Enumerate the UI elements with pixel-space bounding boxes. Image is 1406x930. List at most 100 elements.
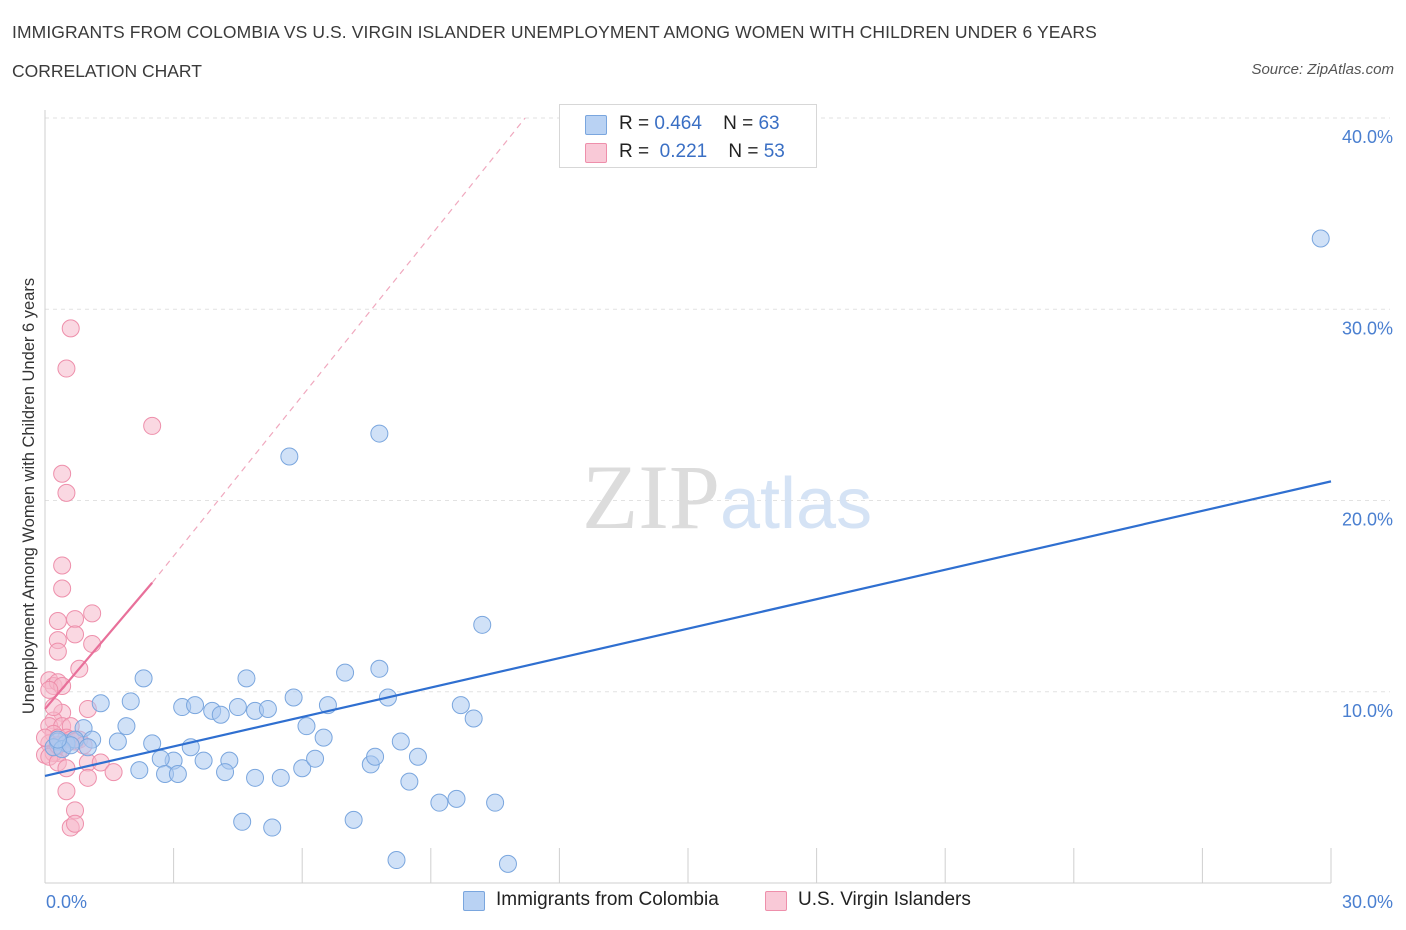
point-colombia <box>228 698 247 717</box>
point-colombia <box>263 818 282 837</box>
point-virgin-islanders <box>57 483 76 502</box>
legend-swatch-colombia <box>463 891 485 911</box>
point-colombia <box>400 772 419 791</box>
legend-n-value-colombia: 63 <box>758 113 780 134</box>
point-colombia <box>78 738 97 757</box>
legend-n-label: N = <box>723 113 754 134</box>
chart-subtitle: CORRELATION CHART <box>12 61 202 81</box>
point-virgin-islanders <box>48 611 67 630</box>
watermark-atlas: atlas <box>720 464 872 544</box>
y-tick-label: 30.0% <box>1342 318 1393 338</box>
x-tick-label: 0.0% <box>46 892 87 912</box>
point-colombia <box>297 717 316 736</box>
point-virgin-islanders <box>66 625 85 644</box>
point-colombia <box>237 669 256 688</box>
legend-swatch-virgin-islanders <box>765 891 787 911</box>
x-axis-tick-labels: 0.0% 30.0% <box>46 892 1393 912</box>
point-colombia <box>336 663 355 682</box>
point-virgin-islanders <box>40 680 59 699</box>
point-virgin-islanders <box>66 814 85 833</box>
y-axis-tick-labels: 10.0% 20.0% 30.0% 40.0% <box>1342 127 1393 721</box>
legend-swatch-virgin-islanders <box>585 143 607 163</box>
point-colombia <box>91 694 110 713</box>
point-colombia <box>121 692 140 711</box>
point-colombia <box>284 688 303 707</box>
point-colombia <box>151 749 170 768</box>
point-virgin-islanders <box>83 604 102 623</box>
legend-n-value-virgin-islanders: 53 <box>763 141 785 162</box>
point-virgin-islanders <box>48 642 67 661</box>
point-colombia <box>366 747 385 766</box>
point-colombia <box>211 705 230 724</box>
data-points <box>36 229 1330 873</box>
point-virgin-islanders <box>57 359 76 378</box>
point-colombia <box>168 764 187 783</box>
point-colombia <box>314 728 333 747</box>
y-axis-label: Unemployment Among Women with Children U… <box>20 278 38 714</box>
point-virgin-islanders <box>57 759 76 778</box>
y-tick-label: 10.0% <box>1342 701 1393 721</box>
point-colombia <box>246 768 265 787</box>
point-virgin-islanders <box>61 319 80 338</box>
chart-title: IMMIGRANTS FROM COLOMBIA VS U.S. VIRGIN … <box>12 22 1097 42</box>
point-colombia <box>451 696 470 715</box>
point-colombia <box>408 747 427 766</box>
point-colombia <box>117 717 136 736</box>
point-colombia <box>194 751 213 770</box>
point-colombia <box>108 732 127 751</box>
point-virgin-islanders <box>53 579 72 598</box>
x-tick-label: 30.0% <box>1342 892 1393 912</box>
point-virgin-islanders <box>66 610 85 629</box>
point-colombia <box>464 709 483 728</box>
point-colombia <box>370 424 389 443</box>
point-colombia <box>370 659 389 678</box>
point-colombia <box>258 699 277 718</box>
legend-stats-virgin-islanders: R = 0.221 N = 53 <box>619 141 785 163</box>
point-virgin-islanders <box>143 416 162 435</box>
point-colombia <box>280 447 299 466</box>
point-colombia <box>293 759 312 778</box>
point-colombia <box>48 730 67 749</box>
point-virgin-islanders <box>53 464 72 483</box>
legend-r-label: R = <box>619 141 650 162</box>
trend-lines <box>44 117 1332 777</box>
watermark-zip: ZIP <box>582 446 720 548</box>
stats-legend: R = 0.464 N = 63 R = 0.221 N = 53 <box>559 104 817 168</box>
point-colombia <box>391 732 410 751</box>
legend-n-label: N = <box>728 141 759 162</box>
point-virgin-islanders <box>78 768 97 787</box>
legend-r-value-virgin-islanders: 0.221 <box>659 141 708 162</box>
point-colombia <box>486 793 505 812</box>
legend-swatch-colombia <box>585 115 607 135</box>
legend-label-virgin-islanders: U.S. Virgin Islanders <box>798 889 971 910</box>
x-axis-ticks <box>44 848 1332 883</box>
legend-r-label: R = <box>619 113 650 134</box>
point-virgin-islanders <box>104 763 123 782</box>
point-colombia <box>1311 229 1330 248</box>
point-colombia <box>233 812 252 831</box>
point-colombia <box>344 810 363 829</box>
point-colombia <box>387 851 406 870</box>
point-colombia <box>447 789 466 808</box>
point-colombia <box>134 669 153 688</box>
y-tick-label: 20.0% <box>1342 510 1393 530</box>
trend-line-virgin-islanders-extended <box>151 117 526 584</box>
legend-stats-colombia: R = 0.464 N = 63 <box>619 113 780 135</box>
point-colombia <box>473 615 492 634</box>
y-tick-label: 40.0% <box>1342 127 1393 147</box>
point-colombia <box>430 793 449 812</box>
point-virgin-islanders <box>53 556 72 575</box>
trend-line-colombia <box>44 480 1332 777</box>
source-credit: Source: ZipAtlas.com <box>1251 61 1394 78</box>
legend-label-colombia: Immigrants from Colombia <box>496 889 719 910</box>
point-colombia <box>130 761 149 780</box>
trend-line-virgin-islanders <box>44 582 154 710</box>
point-colombia <box>216 763 235 782</box>
grid-lines <box>45 117 1390 693</box>
point-colombia <box>186 696 205 715</box>
legend-r-value-colombia: 0.464 <box>654 113 702 134</box>
point-colombia <box>271 768 290 787</box>
point-virgin-islanders <box>83 634 102 653</box>
point-virgin-islanders <box>57 782 76 801</box>
